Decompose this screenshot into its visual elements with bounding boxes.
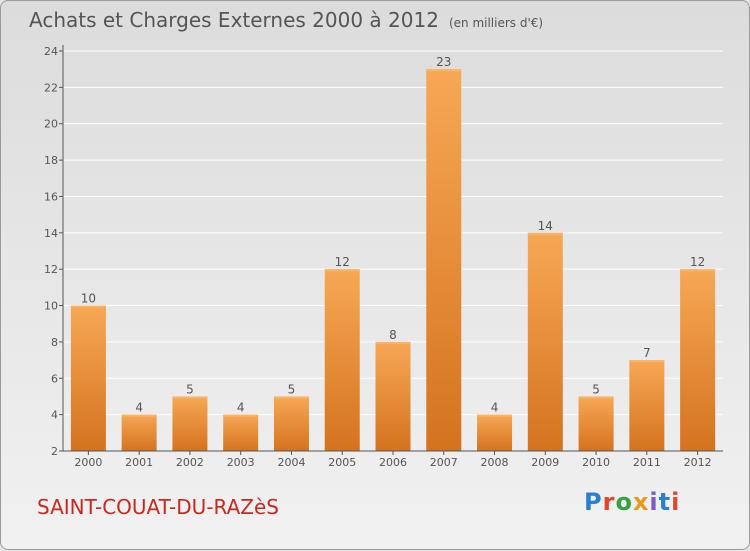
bar-top-edge bbox=[375, 341, 411, 344]
bar-top-edge bbox=[223, 414, 259, 417]
x-tick-label: 2002 bbox=[176, 456, 204, 469]
bar-top-edge bbox=[70, 305, 106, 308]
y-tick-label: 6 bbox=[51, 372, 58, 385]
bar-value-label: 7 bbox=[643, 346, 651, 360]
logo-letter: x bbox=[632, 488, 650, 516]
chart-subtitle: (en milliers d'€) bbox=[448, 16, 544, 30]
bar[interactable] bbox=[680, 269, 716, 451]
y-tick-label: 16 bbox=[44, 190, 58, 203]
bar[interactable] bbox=[527, 232, 563, 451]
x-tick-label: 2009 bbox=[531, 456, 559, 469]
y-tick-label: 10 bbox=[44, 300, 58, 313]
bar-top-edge bbox=[121, 414, 157, 417]
bar-value-label: 5 bbox=[288, 382, 296, 396]
y-tick-label: 14 bbox=[44, 227, 58, 240]
bar[interactable] bbox=[375, 341, 411, 451]
x-tick-label: 2006 bbox=[379, 456, 407, 469]
bar[interactable] bbox=[273, 396, 309, 451]
bar-top-edge bbox=[680, 269, 716, 272]
bar-value-label: 4 bbox=[491, 401, 499, 415]
x-tick-label: 2011 bbox=[633, 456, 661, 469]
bar-top-edge bbox=[477, 414, 513, 417]
bar-value-label: 5 bbox=[186, 382, 194, 396]
bar-top-edge bbox=[578, 396, 614, 399]
x-tick-label: 2001 bbox=[125, 456, 153, 469]
bar-top-edge bbox=[324, 269, 360, 272]
chart-title-text: Achats et Charges Externes 2000 à 2012 bbox=[29, 8, 439, 32]
y-tick-label: 8 bbox=[51, 336, 58, 349]
bar-top-edge bbox=[273, 396, 309, 399]
logo-letter: t bbox=[658, 488, 672, 516]
bar-value-label: 4 bbox=[135, 401, 143, 415]
bar-value-label: 12 bbox=[335, 255, 350, 269]
bar[interactable] bbox=[172, 396, 208, 451]
bar-top-edge bbox=[426, 69, 462, 72]
x-tick-label: 2005 bbox=[328, 456, 356, 469]
town-name: SAINT-COUAT-DU-RAZèS bbox=[37, 495, 280, 519]
chart-title: Achats et Charges Externes 2000 à 2012 (e… bbox=[29, 8, 543, 32]
x-tick-label: 2000 bbox=[74, 456, 102, 469]
bars: 10 4 5 4 5 12 8 23 4 14 5 7 12 bbox=[70, 55, 716, 451]
bar-top-edge bbox=[527, 232, 563, 235]
bar[interactable] bbox=[324, 269, 360, 451]
y-tick-label: 2 bbox=[51, 445, 58, 458]
logo-letter: P bbox=[584, 488, 603, 516]
bar-top-edge bbox=[629, 360, 665, 363]
logo-letter: o bbox=[615, 488, 633, 516]
bar-value-label: 5 bbox=[592, 382, 600, 396]
bar[interactable] bbox=[223, 414, 259, 451]
x-tick-label: 2007 bbox=[430, 456, 458, 469]
x-tick-label: 2004 bbox=[277, 456, 305, 469]
bar[interactable] bbox=[477, 414, 513, 451]
x-tick-label: 2012 bbox=[684, 456, 712, 469]
x-tick-label: 2010 bbox=[582, 456, 610, 469]
bar-value-label: 4 bbox=[237, 401, 245, 415]
y-tick-label: 18 bbox=[44, 154, 58, 167]
y-tick-label: 4 bbox=[51, 409, 58, 422]
y-tick-label: 22 bbox=[44, 81, 58, 94]
proxiti-logo[interactable]: Proxiti bbox=[584, 488, 680, 516]
bar-value-label: 8 bbox=[389, 328, 397, 342]
bar-value-label: 23 bbox=[436, 55, 451, 69]
bar[interactable] bbox=[426, 69, 462, 451]
bar[interactable] bbox=[70, 305, 106, 451]
y-tick-label: 20 bbox=[44, 118, 58, 131]
bar-value-label: 10 bbox=[81, 292, 96, 306]
logo-letter: i bbox=[671, 488, 681, 516]
logo-letter: i bbox=[649, 488, 659, 516]
x-tick-label: 2008 bbox=[481, 456, 509, 469]
y-tick-label: 12 bbox=[44, 263, 58, 276]
logo-letter: r bbox=[602, 488, 616, 516]
y-tick-label: 24 bbox=[44, 45, 58, 58]
bar-top-edge bbox=[172, 396, 208, 399]
bar[interactable] bbox=[629, 360, 665, 451]
bar[interactable] bbox=[121, 414, 157, 451]
bar-value-label: 14 bbox=[538, 219, 553, 233]
bar-value-label: 12 bbox=[690, 255, 705, 269]
bar[interactable] bbox=[578, 396, 614, 451]
x-tick-label: 2003 bbox=[227, 456, 255, 469]
